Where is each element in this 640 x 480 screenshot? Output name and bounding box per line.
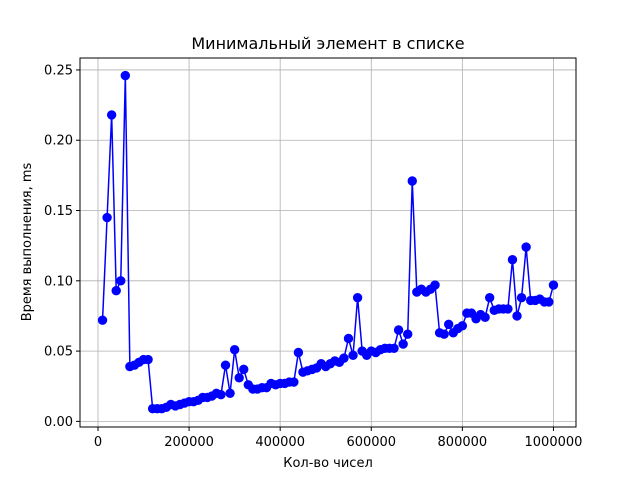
- data-point: [439, 329, 449, 339]
- data-point: [339, 353, 349, 363]
- chart-title: Минимальный элемент в списке: [191, 34, 464, 53]
- y-tick-label: 0.15: [44, 204, 73, 219]
- data-point: [443, 319, 454, 330]
- data-point: [97, 315, 108, 325]
- data-point: [343, 333, 354, 344]
- data-point: [480, 312, 490, 323]
- x-axis-ticks: 0 200000 400000 600000 800000 1000000: [94, 427, 583, 450]
- data-point: [407, 176, 417, 186]
- data-point: [430, 280, 440, 290]
- data-point: [403, 329, 413, 339]
- data-point: [143, 354, 153, 365]
- y-tick-label: 0.20: [44, 134, 73, 149]
- data-point: [544, 297, 554, 307]
- y-tick-label: 0.00: [44, 415, 73, 430]
- data-point: [484, 292, 495, 303]
- data-point: [512, 311, 522, 321]
- data-point: [521, 242, 531, 252]
- x-tick-label: 1000000: [525, 435, 583, 450]
- data-point: [398, 339, 408, 349]
- data-point: [120, 70, 131, 81]
- y-tick-label: 0.10: [44, 274, 73, 289]
- data-point: [220, 360, 231, 370]
- x-tick-label: 800000: [438, 435, 488, 450]
- data-point: [102, 212, 112, 223]
- data-point: [239, 364, 249, 375]
- grid: [80, 58, 576, 427]
- data-point: [389, 343, 399, 353]
- data-point: [225, 388, 235, 398]
- data-point: [507, 255, 518, 265]
- y-axis-ticks: 0.00 0.05 0.10 0.15 0.20 0.25: [44, 63, 80, 430]
- data-point: [503, 304, 513, 314]
- data-point: [234, 373, 244, 383]
- x-tick-label: 400000: [255, 435, 305, 450]
- y-axis-label: Время выполнения, ms: [20, 162, 35, 321]
- data-point: [106, 110, 117, 120]
- y-tick-label: 0.25: [44, 63, 73, 78]
- data-point: [516, 292, 527, 303]
- data-point: [348, 350, 358, 361]
- data-point: [393, 325, 404, 335]
- data-point: [293, 347, 304, 358]
- data-point: [116, 276, 126, 286]
- x-tick-label: 600000: [346, 435, 396, 450]
- data-point: [289, 377, 299, 387]
- x-axis-label: Кол-во чисел: [283, 456, 373, 471]
- data-point: [229, 344, 240, 355]
- plot-series: [97, 70, 559, 414]
- data-point: [216, 389, 226, 400]
- data-point: [352, 292, 363, 303]
- plot-frame: [79, 57, 577, 428]
- x-tick-label: 200000: [164, 435, 214, 450]
- data-point: [111, 285, 121, 296]
- x-tick-label: 0: [94, 435, 102, 450]
- data-point: [457, 321, 468, 331]
- data-point: [548, 280, 559, 290]
- y-tick-label: 0.05: [44, 345, 73, 360]
